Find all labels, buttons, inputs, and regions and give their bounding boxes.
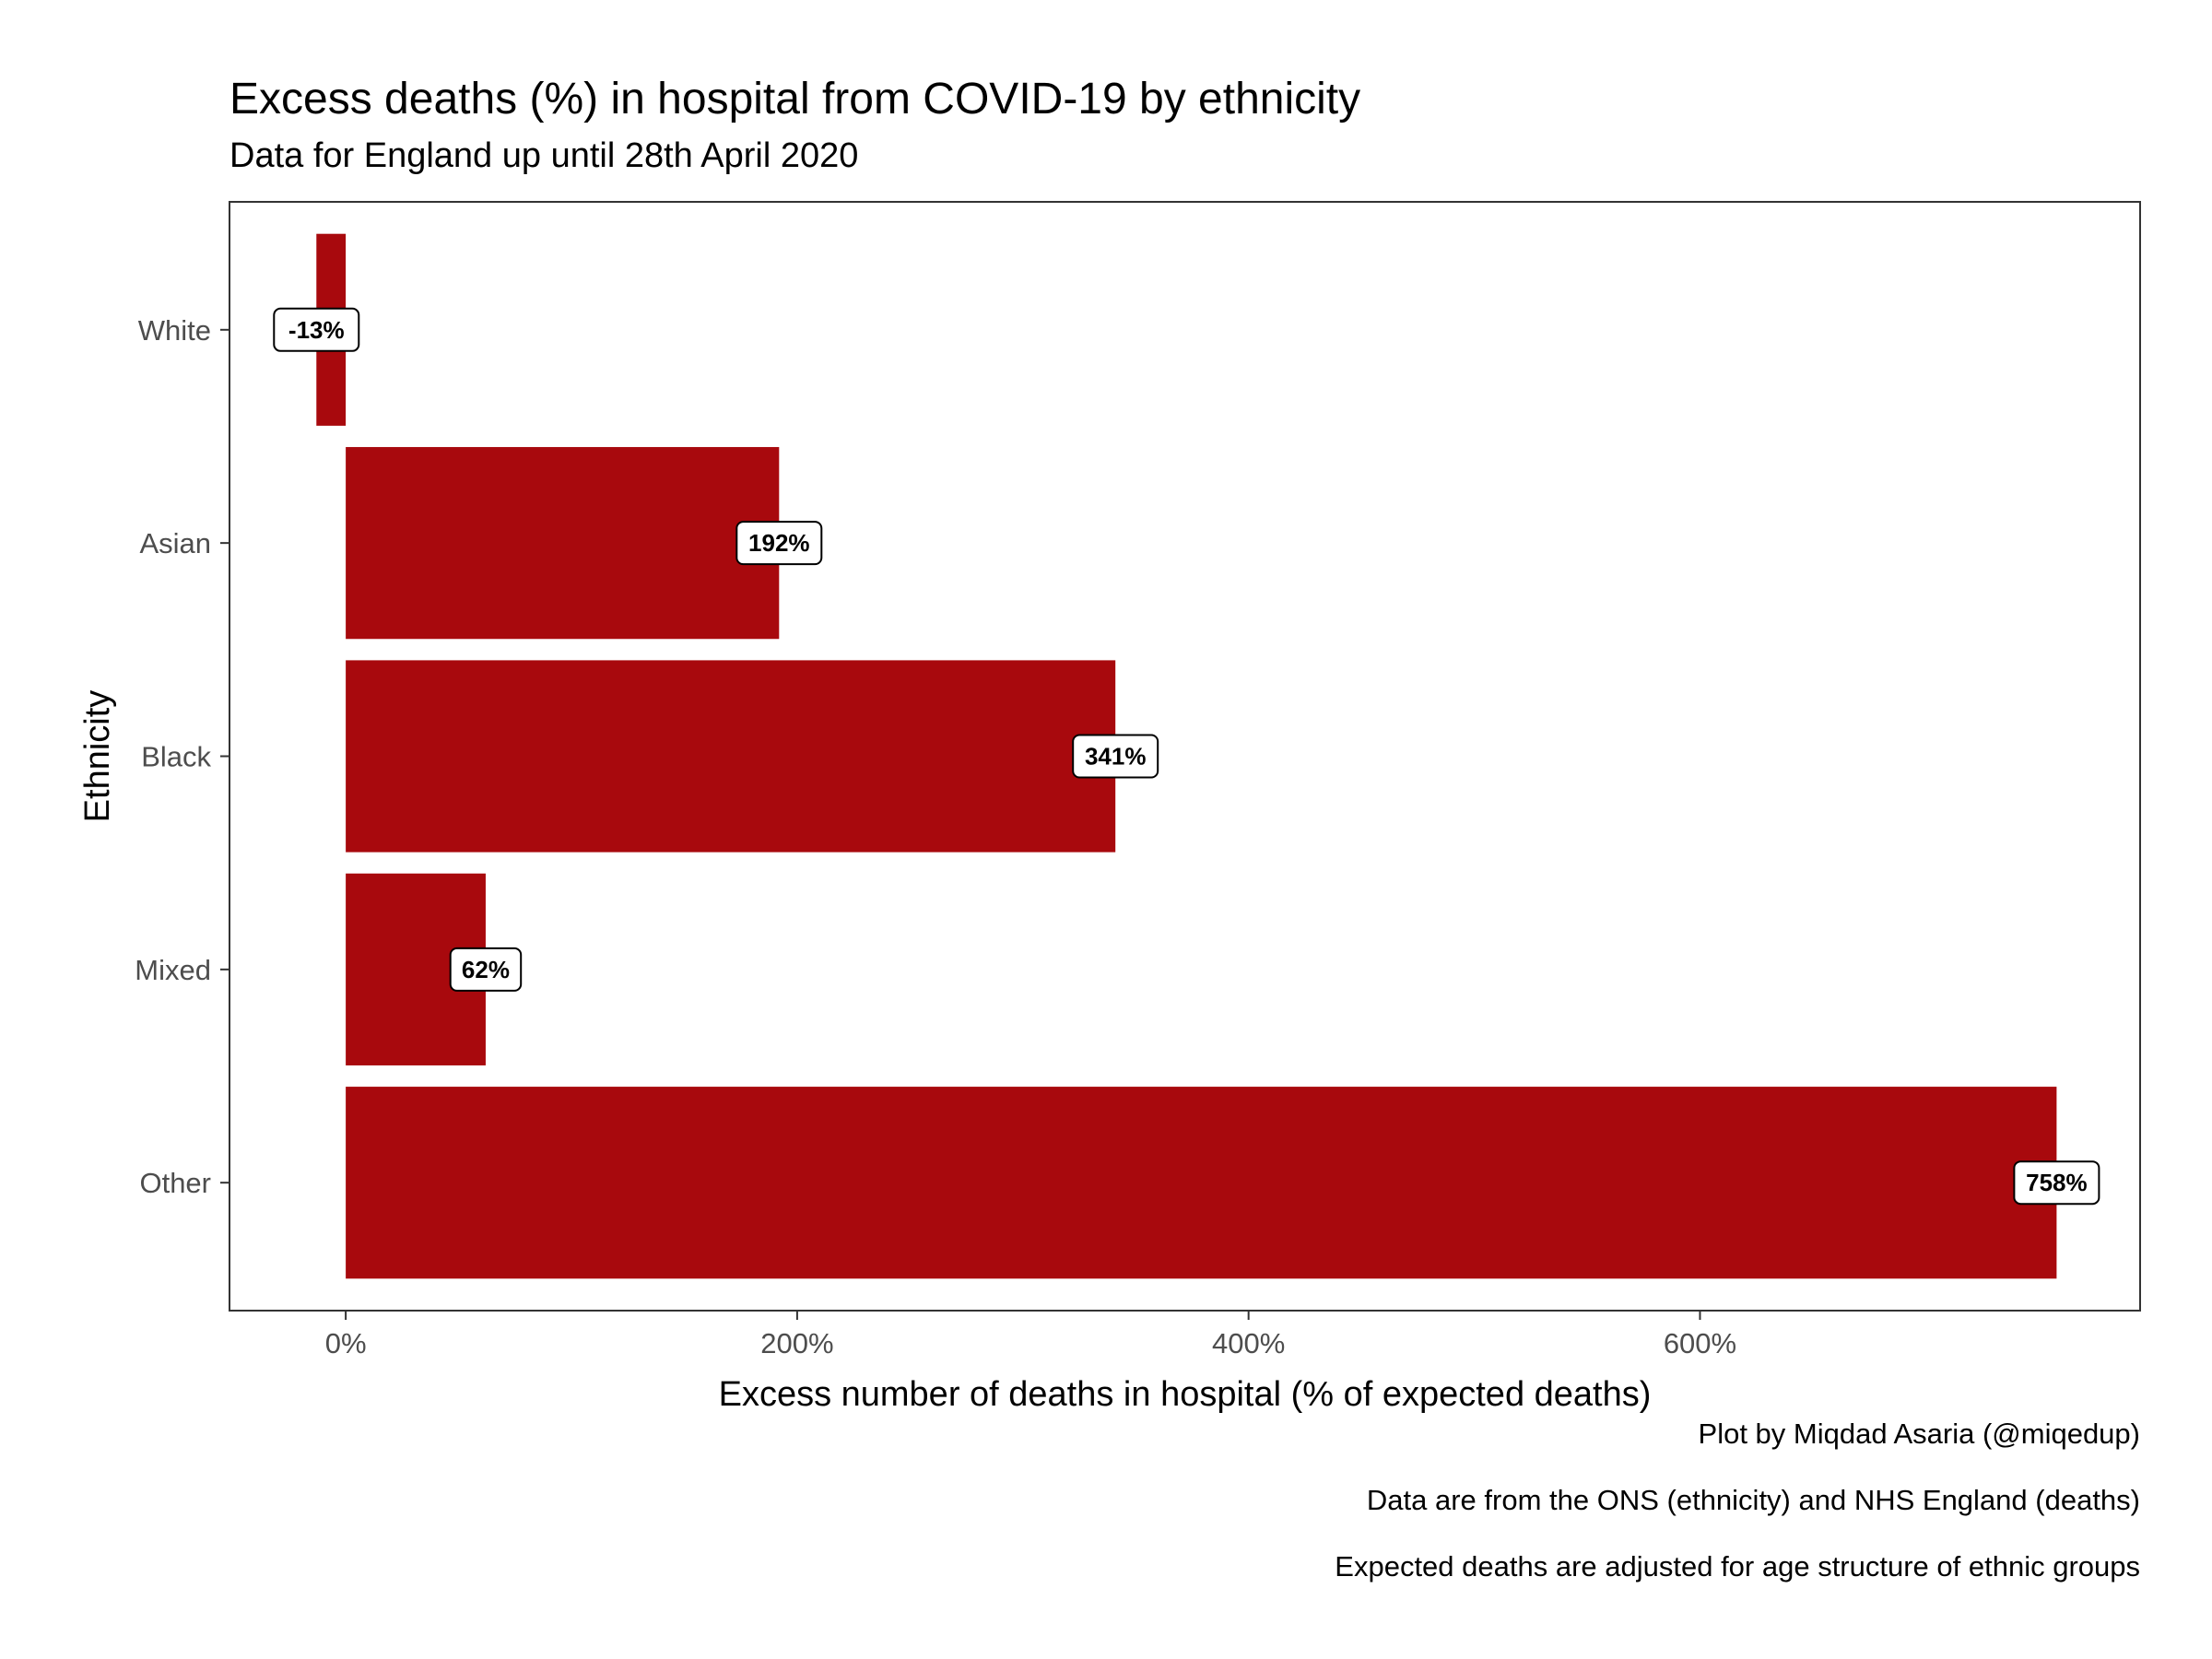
bar-black bbox=[346, 660, 1116, 853]
x-tick-label-2: 400% bbox=[1212, 1327, 1285, 1359]
data-label-box-other bbox=[2013, 1160, 2100, 1206]
data-label-black: 341% bbox=[1085, 743, 1147, 771]
y-tick-label-asian: Asian bbox=[139, 527, 211, 559]
y-axis-title: Ethnicity bbox=[78, 690, 117, 823]
y-tick-label-black: Black bbox=[141, 741, 211, 773]
y-tick-label-mixed: Mixed bbox=[135, 954, 211, 986]
data-label-box-mixed bbox=[449, 947, 523, 992]
data-label-box-asian bbox=[735, 521, 823, 566]
data-label-asian: 192% bbox=[748, 529, 810, 557]
x-tick-label-3: 600% bbox=[1664, 1327, 1736, 1359]
y-tick-label-other: Other bbox=[139, 1167, 211, 1199]
caption-credit: Plot by Miqdad Asaria (@miqedup) bbox=[1698, 1418, 2140, 1450]
bar-asian bbox=[346, 447, 780, 640]
data-label-box-white bbox=[273, 307, 360, 352]
caption-note: Expected deaths are adjusted for age str… bbox=[1335, 1550, 2140, 1583]
data-label-mixed: 62% bbox=[462, 956, 510, 983]
y-tick-label-white: White bbox=[138, 314, 211, 347]
data-label-other: 758% bbox=[2026, 1169, 2088, 1196]
chart-subtitle: Data for England up until 28th April 202… bbox=[229, 136, 859, 175]
chart-title: Excess deaths (%) in hospital from COVID… bbox=[229, 75, 1361, 124]
x-tick-label-0: 0% bbox=[325, 1327, 367, 1359]
bar-other bbox=[346, 1087, 2057, 1279]
x-tick-label-1: 200% bbox=[760, 1327, 833, 1359]
data-label-white: -13% bbox=[288, 316, 345, 344]
x-axis-title: Excess number of deaths in hospital (% o… bbox=[719, 1375, 1652, 1414]
caption-source: Data are from the ONS (ethnicity) and NH… bbox=[1366, 1484, 2140, 1516]
data-label-box-black bbox=[1072, 734, 1159, 779]
